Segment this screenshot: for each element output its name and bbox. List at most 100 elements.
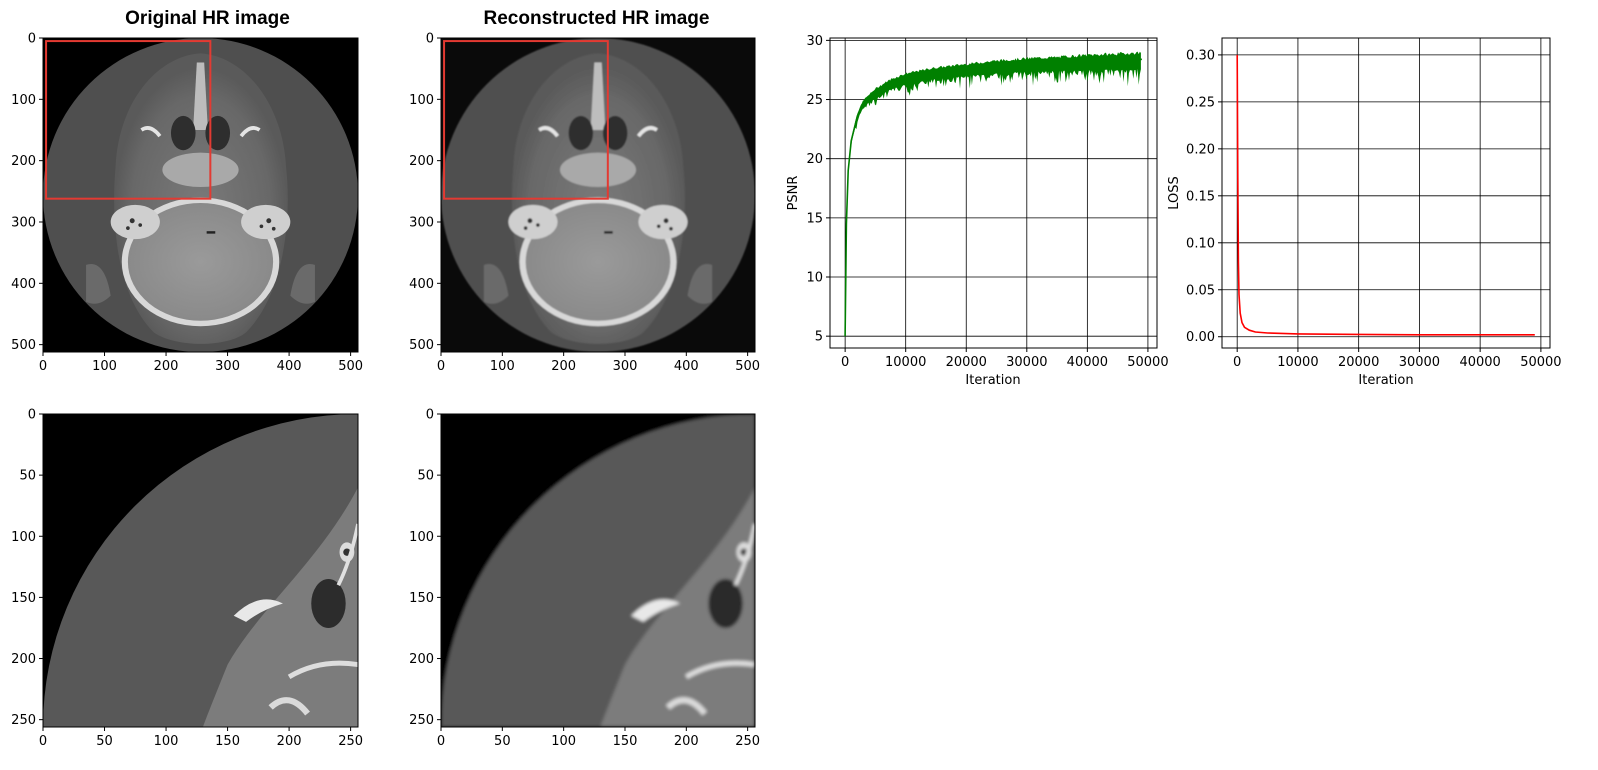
original-crop-y-tick-label: 0 (28, 408, 36, 423)
reconstructed-crop-y-tick-label: 150 (409, 591, 434, 606)
loss-y-tick-label: 0.10 (1186, 236, 1215, 251)
psnr-x-axis-label: Iteration (965, 373, 1020, 388)
reconstructed-hr-y-tick-label: 200 (409, 154, 434, 169)
reconstructed-hr-frame (440, 37, 756, 353)
loss-y-tick-label: 0.25 (1186, 95, 1215, 110)
loss-y-tick-label: 0.15 (1186, 189, 1215, 204)
psnr-x-tick-label: 20000 (946, 355, 987, 370)
reconstructed-hr-x-tick-label: 100 (490, 359, 515, 374)
reconstructed-hr-y-tick-label: 300 (409, 215, 434, 230)
psnr-x-tick-label: 50000 (1127, 355, 1168, 370)
psnr-y-tick-label: 20 (806, 152, 823, 167)
loss-x-tick-label: 40000 (1459, 355, 1500, 370)
loss-x-tick-label: 10000 (1277, 355, 1318, 370)
reconstructed-hr-y-tick-label: 400 (409, 277, 434, 292)
psnr-y-axis-label: PSNR (786, 176, 801, 211)
original-crop-image (43, 414, 358, 727)
reconstructed-crop-x-tick-label: 150 (613, 734, 638, 749)
reconstructed-crop-x-tick-label: 100 (551, 734, 576, 749)
original-hr-x-tick-label: 200 (154, 359, 179, 374)
reconstructed-crop-y-tick-label: 100 (409, 530, 434, 545)
loss-y-tick-label: 0.20 (1186, 142, 1215, 157)
original-crop-y-tick-label: 100 (11, 530, 36, 545)
reconstructed-hr-x-tick-label: 500 (735, 359, 760, 374)
loss-chart: 0 10000 20000 30000 40000 50000 0.00 0.05 0.10 0.… (1167, 37, 1562, 388)
psnr-x-tick-label: 10000 (885, 355, 926, 370)
reconstructed-hr-title: Reconstructed HR image (484, 8, 710, 29)
psnr-plot-frame (829, 37, 1158, 349)
original-hr-x-tick-label: 300 (215, 359, 240, 374)
reconstructed-crop-y-tick-label: 200 (409, 652, 434, 667)
loss-y-axis-label: LOSS (1167, 176, 1182, 210)
original-hr-x-tick-label: 0 (39, 359, 47, 374)
original-crop-x-tick-label: 100 (154, 734, 179, 749)
reconstructed-crop-x-tick-label: 250 (735, 734, 760, 749)
reconstructed-crop-x-tick-label: 200 (674, 734, 699, 749)
original-crop-y-tick-label: 200 (11, 652, 36, 667)
original-roi-box (45, 40, 212, 200)
loss-y-tick-label: 0.05 (1186, 283, 1215, 298)
psnr-x-tick-label: 30000 (1006, 355, 1047, 370)
original-hr-frame (42, 37, 359, 353)
loss-series-line (1236, 54, 1535, 336)
reconstructed-crop-x-tick-label: 50 (494, 734, 511, 749)
psnr-chart: 0 10000 20000 30000 40000 50000 5 10 15 20 25 30 It… (786, 34, 1169, 388)
original-hr-image (43, 38, 358, 352)
reconstructed-crop-y-tick-label: 250 (409, 713, 434, 728)
loss-x-tick-label: 20000 (1338, 355, 1379, 370)
original-hr-y-tick-label: 100 (11, 93, 36, 108)
psnr-x-tick-label: 40000 (1067, 355, 1108, 370)
original-crop-x-tick-label: 250 (338, 734, 363, 749)
loss-x-tick-label: 50000 (1520, 355, 1561, 370)
psnr-series-line (844, 58, 1142, 337)
original-crop-y-tick-label: 150 (11, 591, 36, 606)
original-hr-y-tick-label: 400 (11, 277, 36, 292)
original-hr-x-tick-label: 400 (277, 359, 302, 374)
reconstructed-crop-x-tick-label: 0 (437, 734, 445, 749)
psnr-y-tick-label: 15 (806, 211, 823, 226)
original-hr-x-tick-label: 500 (338, 359, 363, 374)
loss-x-tick-label: 0 (1233, 355, 1241, 370)
loss-y-tick-label: 0.30 (1186, 48, 1215, 63)
psnr-noise-band (848, 51, 1141, 166)
original-crop-x-tick-label: 150 (215, 734, 240, 749)
original-crop-frame (42, 413, 359, 728)
original-crop-x-tick-label: 50 (96, 734, 113, 749)
reconstructed-hr-y-tick-label: 0 (426, 32, 434, 47)
original-crop-x-tick-label: 200 (277, 734, 302, 749)
original-hr-y-tick-label: 200 (11, 154, 36, 169)
original-hr-title: Original HR image (125, 8, 290, 29)
original-hr-y-tick-label: 500 (11, 338, 36, 353)
reconstructed-crop-y-tick-label: 50 (417, 469, 434, 484)
reconstructed-crop-y-tick-label: 0 (426, 408, 434, 423)
reconstructed-roi-box (443, 40, 609, 200)
original-crop-y-tick-label: 50 (19, 469, 36, 484)
loss-x-tick-label: 30000 (1399, 355, 1440, 370)
original-crop-x-tick-label: 0 (39, 734, 47, 749)
psnr-y-tick-label: 25 (806, 93, 823, 108)
psnr-y-tick-label: 10 (806, 271, 823, 286)
reconstructed-hr-x-tick-label: 0 (437, 359, 445, 374)
loss-plot-frame (1221, 37, 1551, 349)
psnr-y-tick-label: 5 (815, 330, 823, 345)
reconstructed-hr-x-tick-label: 300 (613, 359, 638, 374)
reconstructed-hr-x-tick-label: 200 (551, 359, 576, 374)
original-hr-x-tick-label: 100 (92, 359, 117, 374)
reconstructed-hr-y-tick-label: 500 (409, 338, 434, 353)
reconstructed-hr-y-tick-label: 100 (409, 93, 434, 108)
reconstructed-hr-image (441, 38, 755, 352)
psnr-x-tick-label: 0 (841, 355, 849, 370)
reconstructed-crop-frame (440, 413, 756, 728)
reconstructed-crop-image (441, 414, 755, 727)
loss-x-axis-label: Iteration (1358, 373, 1413, 388)
original-hr-y-tick-label: 0 (28, 32, 36, 47)
